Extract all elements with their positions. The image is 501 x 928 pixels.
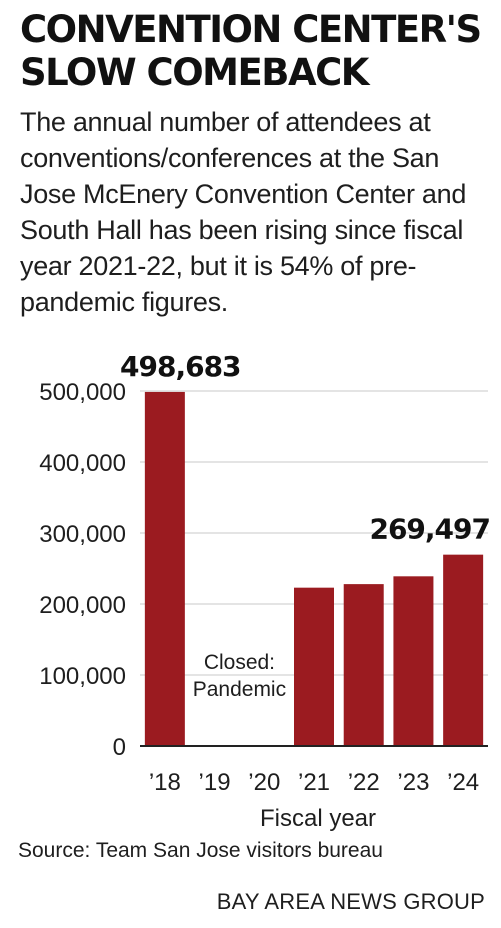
data-labels: 498,683 269,497 xyxy=(120,350,491,546)
bar xyxy=(443,554,484,746)
x-axis-label: Fiscal year xyxy=(260,805,376,832)
data-label: 269,497 xyxy=(369,513,490,546)
bar xyxy=(393,576,434,746)
y-axis-ticks: 0 100,000 200,000 300,000 400,000 500,000 xyxy=(39,379,126,761)
y-tick-label: 300,000 xyxy=(39,521,126,548)
annotation-line: Pandemic xyxy=(193,678,286,701)
annotation-line: Closed: xyxy=(204,651,275,674)
bar xyxy=(294,587,334,746)
bars xyxy=(144,391,484,746)
chart-title: Convention Center's slow comeback xyxy=(20,8,482,94)
annotation: Closed: Pandemic xyxy=(193,651,286,701)
x-tick-label: ’18 xyxy=(149,769,181,796)
chart-subtitle: The annual number of attendees at conven… xyxy=(20,107,467,317)
y-tick-label: 200,000 xyxy=(39,592,126,619)
x-tick-label: ’22 xyxy=(348,769,380,796)
source-note: Source: Team San Jose visitors bureau xyxy=(18,839,383,862)
credit-line: BAY AREA NEWS GROUP xyxy=(216,889,485,914)
y-tick-label: 400,000 xyxy=(39,450,126,477)
x-axis-ticks: ’18 ’19 ’20 ’21 ’22 ’23 ’24 xyxy=(149,769,479,796)
x-tick-label: ’21 xyxy=(298,769,330,796)
bar xyxy=(144,391,185,746)
y-tick-label: 0 xyxy=(113,734,126,761)
x-tick-label: ’19 xyxy=(199,769,231,796)
x-tick-label: ’20 xyxy=(248,769,280,796)
y-tick-label: 100,000 xyxy=(39,663,126,690)
data-label: 498,683 xyxy=(120,350,241,383)
x-tick-label: ’24 xyxy=(447,769,479,796)
y-tick-label: 500,000 xyxy=(39,379,126,406)
x-tick-label: ’23 xyxy=(397,769,429,796)
bar xyxy=(343,584,384,746)
